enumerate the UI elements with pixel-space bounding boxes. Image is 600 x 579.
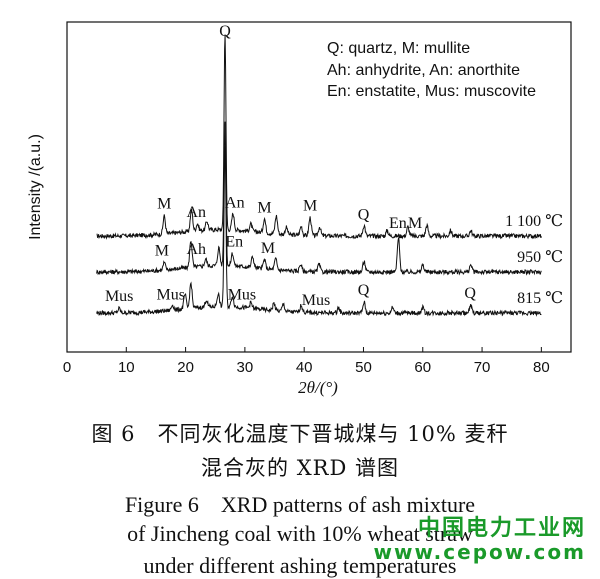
- series-layer: 1 100 ℃ 950 ℃ 815 ℃: [96, 34, 563, 317]
- x-tick-label-0: 0: [63, 359, 71, 376]
- x-tick-label-70: 70: [474, 359, 491, 376]
- plot-frame: [66, 21, 572, 353]
- series-line-2: [96, 146, 542, 317]
- peak-annotation-17: Q: [358, 282, 370, 299]
- x-tick-label-50: 50: [355, 359, 372, 376]
- x-tick-label-20: 20: [177, 359, 194, 376]
- caption-en-line2: of Jincheng coal with 10% wheat straw: [127, 521, 473, 546]
- watermark-line1: 中国电力工业网: [417, 516, 586, 541]
- peak-annotation-0: Q: [219, 23, 231, 40]
- peak-annotation-2: An: [186, 204, 206, 221]
- series-label-0: 1 100 ℃: [505, 213, 563, 230]
- peak-annotation-5: M: [303, 197, 317, 214]
- x-tick-label-30: 30: [237, 359, 254, 376]
- x-tick-label-80: 80: [533, 359, 550, 376]
- caption-cn-line1: 图 6 不同灰化温度下晋城煤与 10% 麦秆: [91, 422, 509, 446]
- x-tick-label-40: 40: [296, 359, 313, 376]
- peak-annotation-1: M: [157, 195, 171, 212]
- peak-annotation-8: M: [408, 215, 422, 232]
- x-axis-ticks: 0 10 20 30 40 50 60 70 80: [63, 347, 550, 376]
- x-tick-label-60: 60: [414, 359, 431, 376]
- peak-annotation-3: An: [225, 195, 245, 212]
- xrd-chart: 0 10 20 30 40 50 60 70 80 1 100 ℃ 950 ℃ 815 ℃ Q M An…: [27, 21, 572, 397]
- peak-annotation-10: Ah: [186, 241, 206, 258]
- series-label-1: 950 ℃: [517, 249, 563, 266]
- peak-annotation-13: Mus: [105, 288, 133, 305]
- peak-annotation-6: Q: [358, 206, 370, 223]
- legend-line-3: En: enstatite, Mus: muscovite: [327, 83, 536, 100]
- peak-annotation-12: M: [261, 240, 275, 257]
- watermark-line2: www.cepow.com: [373, 540, 586, 564]
- legend-line-1: Q: quartz, M: mullite: [327, 40, 470, 57]
- peak-annotation-16: Mus: [302, 292, 330, 309]
- caption-en-line3: under different ashing temperatures: [143, 553, 457, 578]
- peak-annotation-4: M: [257, 200, 271, 217]
- series-label-2: 815 ℃: [517, 290, 563, 307]
- peak-annotation-11: En: [225, 233, 243, 250]
- series-line-1: [96, 121, 542, 276]
- peak-annotation-9: M: [155, 243, 169, 260]
- y-axis-label: Intensity /(a.u.): [27, 134, 44, 240]
- peak-annotation-14: Mus: [157, 286, 185, 303]
- legend: Q: quartz, M: mullite Ah: anhydrite, An:…: [327, 40, 536, 100]
- series-line-0: [96, 34, 542, 240]
- peak-annotation-7: En: [389, 215, 407, 232]
- legend-line-2: Ah: anhydrite, An: anorthite: [327, 62, 520, 79]
- peak-annotation-18: Q: [464, 285, 476, 302]
- x-tick-label-10: 10: [118, 359, 135, 376]
- x-axis-label: 2θ/(°): [298, 378, 338, 397]
- caption-en-line1: Figure 6 XRD patterns of ash mixture: [124, 492, 476, 517]
- peak-annotation-15: Mus: [228, 287, 256, 304]
- caption-cn-line2: 混合灰的 XRD 谱图: [201, 456, 399, 480]
